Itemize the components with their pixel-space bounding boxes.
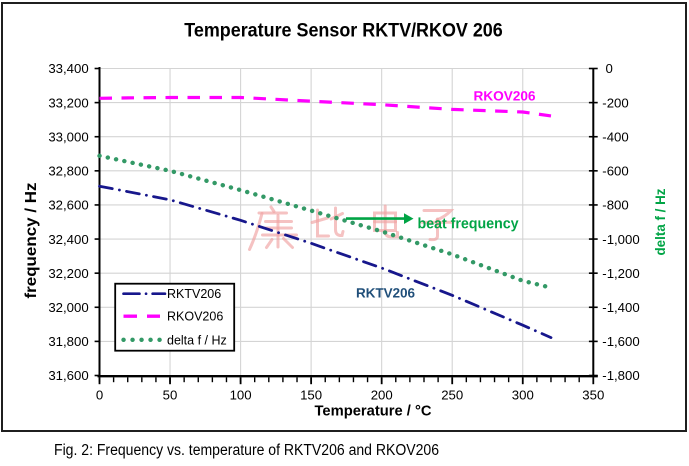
- svg-text:Temperature Sensor RKTV/RKOV 2: Temperature Sensor RKTV/RKOV 206: [184, 20, 503, 41]
- svg-text:frequency / Hz: frequency / Hz: [23, 183, 40, 299]
- svg-text:0: 0: [96, 387, 103, 402]
- svg-text:-800: -800: [602, 198, 628, 213]
- svg-text:33,400: 33,400: [48, 61, 88, 76]
- svg-text:200: 200: [371, 387, 393, 402]
- svg-text:300: 300: [512, 387, 534, 402]
- svg-text:33,200: 33,200: [48, 95, 88, 110]
- svg-text:31,600: 31,600: [48, 368, 88, 383]
- svg-text:100: 100: [230, 387, 252, 402]
- svg-text:RKTV206: RKTV206: [167, 287, 221, 301]
- svg-text:33,000: 33,000: [48, 129, 88, 144]
- svg-text:-1,000: -1,000: [602, 232, 639, 247]
- svg-text:31,800: 31,800: [48, 334, 88, 349]
- svg-text:32,800: 32,800: [48, 164, 88, 179]
- svg-text:-1,800: -1,800: [602, 368, 639, 383]
- svg-text:delta f / Hz: delta f / Hz: [652, 189, 668, 256]
- svg-text:32,600: 32,600: [48, 198, 88, 213]
- svg-text:-400: -400: [602, 129, 628, 144]
- svg-text:32,000: 32,000: [48, 300, 88, 315]
- svg-text:-200: -200: [602, 95, 628, 110]
- svg-text:0: 0: [606, 61, 613, 76]
- svg-text:delta f / Hz: delta f / Hz: [167, 333, 227, 347]
- svg-text:150: 150: [300, 387, 322, 402]
- svg-text:32,400: 32,400: [48, 232, 88, 247]
- svg-text:Temperature / °C: Temperature / °C: [315, 404, 433, 420]
- svg-text:Fig. 2: Frequency vs. temperat: Fig. 2: Frequency vs. temperature of RKT…: [54, 442, 439, 459]
- svg-text:-1,400: -1,400: [602, 300, 639, 315]
- svg-text:250: 250: [441, 387, 463, 402]
- svg-text:350: 350: [582, 387, 604, 402]
- svg-text:RKOV206: RKOV206: [167, 310, 223, 324]
- svg-text:50: 50: [163, 387, 178, 402]
- svg-text:32,200: 32,200: [48, 266, 88, 281]
- svg-text:-600: -600: [602, 164, 628, 179]
- svg-text:-1,600: -1,600: [602, 334, 639, 349]
- svg-text:-1,200: -1,200: [602, 266, 639, 281]
